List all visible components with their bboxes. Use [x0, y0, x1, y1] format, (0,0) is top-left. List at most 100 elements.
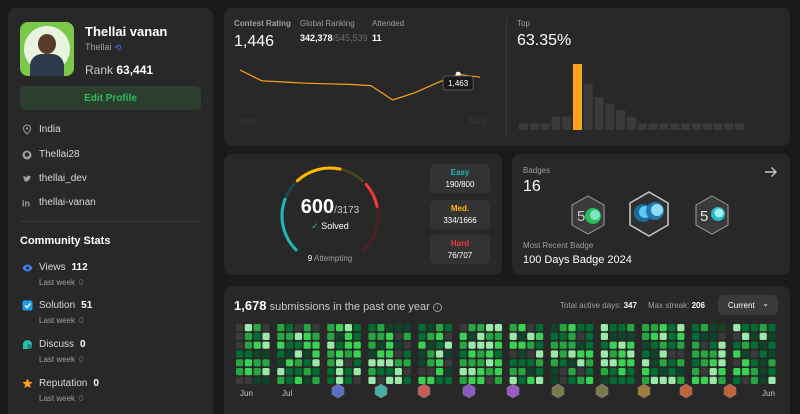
badge-100-days-icon[interactable]: [626, 190, 672, 238]
heatmap-cell: [353, 359, 361, 367]
histogram-bar: [551, 116, 561, 130]
heatmap-cell: [436, 376, 444, 384]
heatmap-cell: [600, 332, 608, 340]
heatmap-cell: [742, 376, 750, 384]
location-icon: [22, 124, 32, 135]
heatmap-cell: [742, 350, 750, 358]
heatmap-cell: [312, 368, 320, 376]
heatmap-cell: [700, 368, 708, 376]
heatmap-cell: [550, 359, 558, 367]
heatmap-cell: [659, 350, 667, 358]
solved-count: 600/3173: [300, 196, 360, 218]
heatmap-cell: [386, 376, 394, 384]
heatmap-cell: [709, 376, 717, 384]
heatmap-cell: [253, 341, 261, 349]
badge-50-days-icon[interactable]: 5: [568, 194, 608, 236]
easy-box[interactable]: Easy 190/800: [430, 164, 490, 193]
heatmap-cell: [742, 332, 750, 340]
heatmap-cell: [262, 376, 270, 384]
heatmap-cell: [244, 324, 252, 332]
heatmap-cell: [609, 332, 617, 340]
monthly-badge-icon: [506, 383, 520, 399]
heatmap-grid: Jun Jul Jun: [236, 324, 776, 399]
heatmap-cell: [550, 341, 558, 349]
heatmap-cell: [600, 368, 608, 376]
heatmap-cell: [377, 341, 385, 349]
histogram-bar: [519, 123, 528, 130]
twitter-row[interactable]: thellai_dev: [22, 173, 87, 184]
heatmap-cell: [750, 376, 758, 384]
heatmap-cell: [494, 324, 502, 332]
arrow-right-icon[interactable]: [764, 166, 778, 178]
heatmap-cell: [650, 368, 658, 376]
histogram-bar: [562, 116, 572, 130]
heatmap-cell: [609, 341, 617, 349]
period-dropdown[interactable]: Current ⌄: [718, 295, 778, 315]
heatmap-cell: [286, 368, 294, 376]
heatmap-cell: [386, 332, 394, 340]
heatmap-cell: [377, 368, 385, 376]
heatmap-cell: [294, 359, 302, 367]
monthly-badge-icon: [723, 383, 737, 399]
heatmap-cell: [768, 350, 776, 358]
heatmap-cell: [709, 332, 717, 340]
heatmap-cell: [494, 376, 502, 384]
solved-progress-ring: [280, 166, 380, 252]
heatmap-cell: [709, 350, 717, 358]
heatmap-cell: [344, 368, 352, 376]
heatmap-cell: [236, 341, 244, 349]
heatmap-cell: [527, 324, 535, 332]
heatmap-cell: [692, 359, 700, 367]
heatmap-cell: [253, 359, 261, 367]
heatmap-cell: [336, 368, 344, 376]
top-label: Top: [517, 19, 530, 28]
heatmap-cell: [368, 324, 376, 332]
heatmap-cell: [750, 368, 758, 376]
heatmap-cell: [733, 376, 741, 384]
linkedin-row[interactable]: in thellai-vanan: [22, 197, 96, 208]
edit-profile-button[interactable]: Edit Profile: [20, 86, 201, 110]
avatar[interactable]: [20, 22, 74, 76]
github-row[interactable]: Thellai28: [22, 149, 80, 160]
discuss-icon: [23, 340, 32, 349]
heatmap-cell: [618, 332, 626, 340]
heatmap-cell: [518, 359, 526, 367]
badge-50-days-2024-icon[interactable]: 5: [692, 194, 732, 236]
heatmap-cell: [618, 341, 626, 349]
heatmap-cell: [353, 376, 361, 384]
heatmap-cell: [236, 332, 244, 340]
heatmap-cell: [750, 332, 758, 340]
stat-reputation: Reputation 0 Last week 0: [22, 378, 99, 403]
heatmap-cell: [700, 324, 708, 332]
hard-box[interactable]: Hard 76/707: [430, 235, 490, 264]
heatmap-cell: [477, 332, 485, 340]
info-icon[interactable]: i: [432, 302, 442, 312]
heatmap-cell: [303, 341, 311, 349]
heatmap-cell: [692, 368, 700, 376]
heatmap-cell: [253, 332, 261, 340]
heatmap-cell: [403, 376, 411, 384]
rating-line-chart[interactable]: 1,463 2023 2024: [234, 58, 496, 134]
rating-tooltip-text: 1,463: [448, 79, 469, 88]
heatmap-cell: [509, 359, 517, 367]
heatmap-cell: [709, 359, 717, 367]
monthly-badge-icon: [637, 383, 651, 399]
heatmap-cell: [236, 324, 244, 332]
heatmap-cell: [668, 332, 676, 340]
heatmap-cell: [527, 341, 535, 349]
heatmap-cell: [536, 350, 544, 358]
rating-histogram[interactable]: [517, 58, 779, 134]
heatmap-cell: [692, 332, 700, 340]
solved-card: 600/3173 ✓ Solved 9 Attempting Easy 190/…: [224, 154, 502, 275]
heatmap-cell: [559, 350, 567, 358]
svg-text:5: 5: [577, 208, 585, 225]
heatmap-cell: [344, 350, 352, 358]
heatmap-cell: [244, 368, 252, 376]
heatmap-cell: [386, 368, 394, 376]
heatmap-cell: [550, 324, 558, 332]
medium-box[interactable]: Med. 334/1666: [430, 200, 490, 229]
heatmap-cell: [344, 341, 352, 349]
heatmap-cell: [559, 376, 567, 384]
heatmap-cell: [568, 350, 576, 358]
heatmap-cell: [459, 332, 467, 340]
